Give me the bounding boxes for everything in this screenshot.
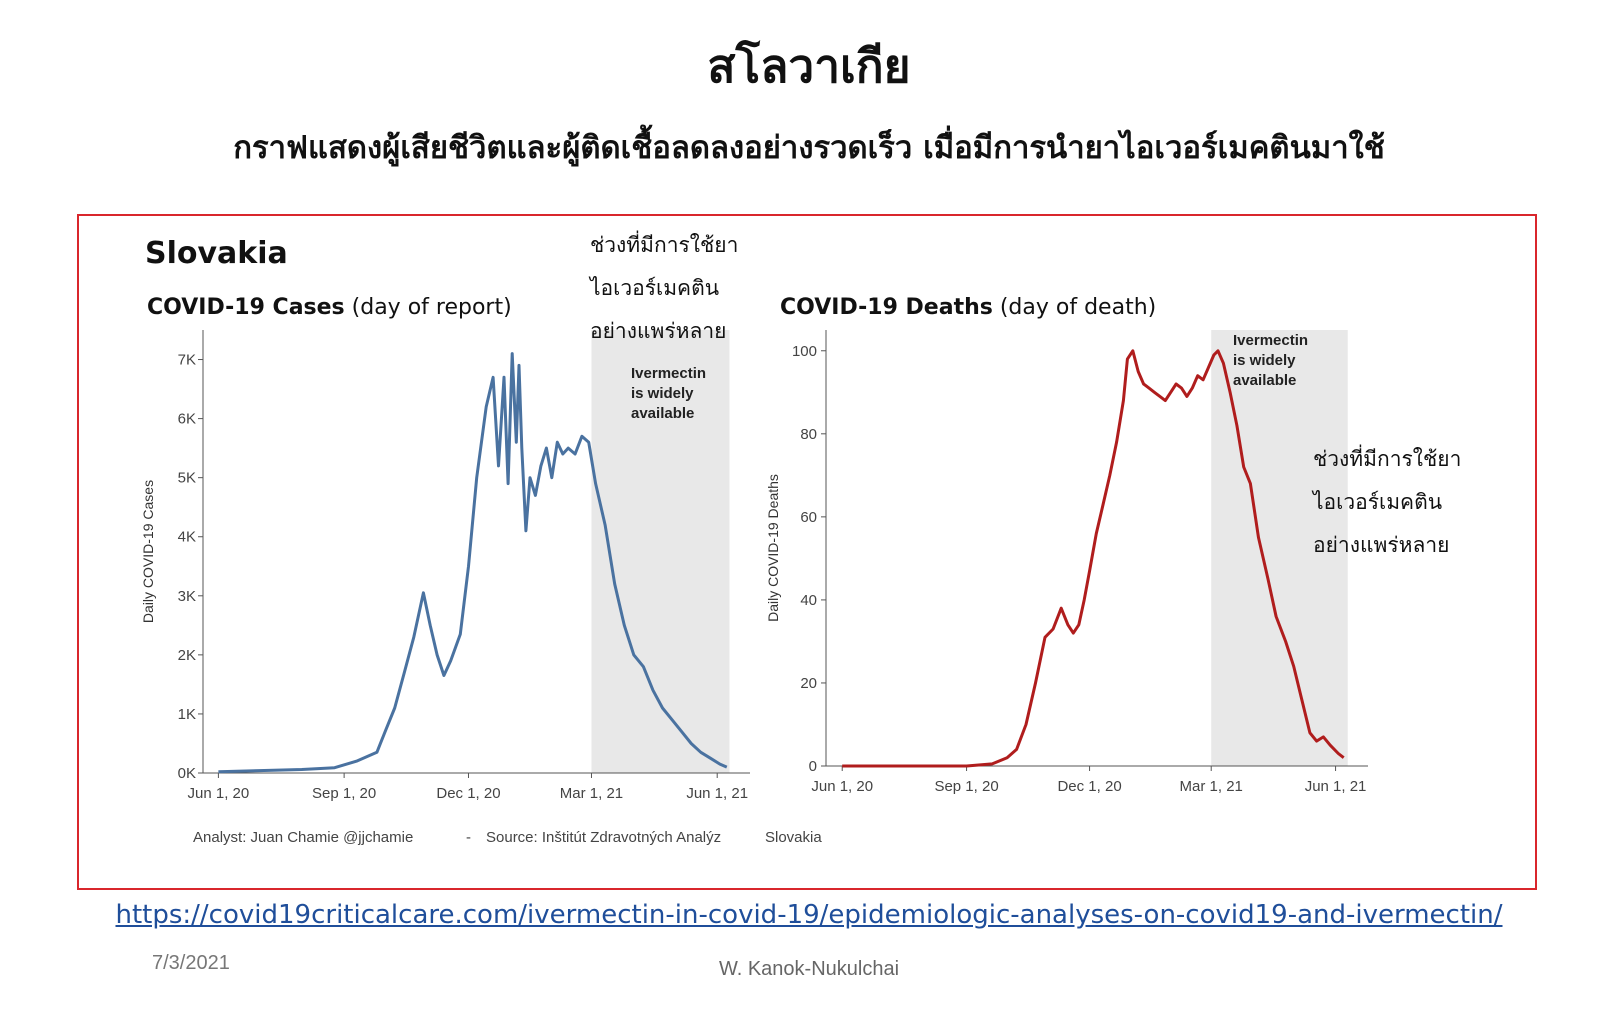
credit-separator: - xyxy=(466,829,471,846)
deaths-chart-title: COVID-19 Deaths (day of death) xyxy=(780,295,1156,320)
slide-subtitle: กราฟแสดงผู้เสียชีวิตและผู้ติดเชื้อลดลงอย… xyxy=(233,130,1385,166)
cases-series-line xyxy=(218,352,728,774)
cases-y-tick-label: 4K xyxy=(178,529,196,546)
deaths-annotation-line: Ivermectin xyxy=(1233,332,1308,349)
cases-y-tick-label: 5K xyxy=(178,470,196,487)
deaths-chart: COVID-19 Deaths (day of death) 0 20 40 60 80… xyxy=(765,295,1368,795)
deaths-x-tick-label: Dec 1, 20 xyxy=(1057,778,1121,795)
cases-chart: COVID-19 Cases (day of report) 0K 1K 2K 3K 4… xyxy=(140,295,750,802)
cases-title-rest: (day of report) xyxy=(345,295,512,320)
cases-title-bold: COVID-19 Cases xyxy=(147,295,345,320)
deaths-shaded-region xyxy=(1211,330,1348,766)
deaths-series-line xyxy=(842,349,1345,768)
deaths-x-tick-label: Jun 1, 20 xyxy=(811,778,873,795)
deaths-x-tick-label: Sep 1, 20 xyxy=(934,778,998,795)
slide-title: สโลวาเกีย xyxy=(707,39,911,93)
cases-y-tick-label: 3K xyxy=(178,588,196,605)
cases-x-tick-label: Jun 1, 21 xyxy=(686,785,748,802)
figure-frame xyxy=(77,214,1537,890)
cases-y-tick-label: 6K xyxy=(178,411,196,428)
cases-x-tick-label: Mar 1, 21 xyxy=(560,785,623,802)
cases-y-tick-label: 0K xyxy=(178,765,196,782)
cases-y-tick-label: 1K xyxy=(178,706,196,723)
cases-y-axis-label: Daily COVID-19 Cases xyxy=(140,480,156,623)
thai-note-top: ช่วงที่มีการใช้ยา ไอเวอร์เมคติน อย่างแพร… xyxy=(588,230,738,343)
thai-note-top-line-2: ไอเวอร์เมคติน xyxy=(588,276,719,300)
slide-date: 7/3/2021 xyxy=(152,952,230,974)
cases-shaded-region xyxy=(591,330,730,773)
deaths-y-axis-label: Daily COVID-19 Deaths xyxy=(765,474,781,622)
cases-y-tick-label: 2K xyxy=(178,647,196,664)
cases-x-tick-label: Sep 1, 20 xyxy=(312,785,376,802)
thai-note-top-line-1: ช่วงที่มีการใช้ยา xyxy=(590,230,738,257)
cases-y-tick-label: 7K xyxy=(178,352,196,369)
cases-annotation-line: is widely xyxy=(631,385,694,402)
deaths-title-bold: COVID-19 Deaths xyxy=(780,295,993,320)
figure-country-title: Slovakia xyxy=(145,236,288,271)
thai-note-right: ช่วงที่มีการใช้ยา ไอเวอร์เมคติน อย่างแพร… xyxy=(1311,444,1461,557)
deaths-title-rest: (day of death) xyxy=(993,295,1156,320)
deaths-x-tick-label: Mar 1, 21 xyxy=(1180,778,1243,795)
cases-annotation-line: available xyxy=(631,405,694,422)
cases-x-tick-label: Jun 1, 20 xyxy=(188,785,250,802)
cases-annotation-line: Ivermectin xyxy=(631,365,706,382)
deaths-y-tick-label: 60 xyxy=(800,509,817,526)
deaths-y-tick-label: 20 xyxy=(800,675,817,692)
deaths-x-tick-label: Jun 1, 21 xyxy=(1305,778,1367,795)
thai-note-top-line-3: อย่างแพร่หลาย xyxy=(590,319,726,343)
deaths-y-tick-label: 40 xyxy=(800,592,817,609)
cases-chart-title: COVID-19 Cases (day of report) xyxy=(147,295,512,320)
deaths-annotation-line: is widely xyxy=(1233,352,1296,369)
credit-country: Slovakia xyxy=(765,829,822,846)
slide-author: W. Kanok-Nukulchai xyxy=(718,958,900,980)
thai-note-right-line-3: อย่างแพร่หลาย xyxy=(1313,533,1449,557)
thai-note-right-line-1: ช่วงที่มีการใช้ยา xyxy=(1313,444,1461,471)
credit-analyst: Analyst: Juan Chamie @jjchamie xyxy=(193,829,413,846)
deaths-y-tick-label: 100 xyxy=(792,343,817,360)
credit-source: Source: Inštitút Zdravotných Analýz xyxy=(486,829,721,846)
source-link[interactable]: https://covid19criticalcare.com/ivermect… xyxy=(115,900,1503,930)
cases-x-tick-label: Dec 1, 20 xyxy=(436,785,500,802)
deaths-y-tick-label: 0 xyxy=(809,758,817,775)
thai-note-right-line-2: ไอเวอร์เมคติน xyxy=(1311,490,1442,514)
deaths-annotation-line: available xyxy=(1233,372,1296,389)
deaths-y-tick-label: 80 xyxy=(800,426,817,443)
